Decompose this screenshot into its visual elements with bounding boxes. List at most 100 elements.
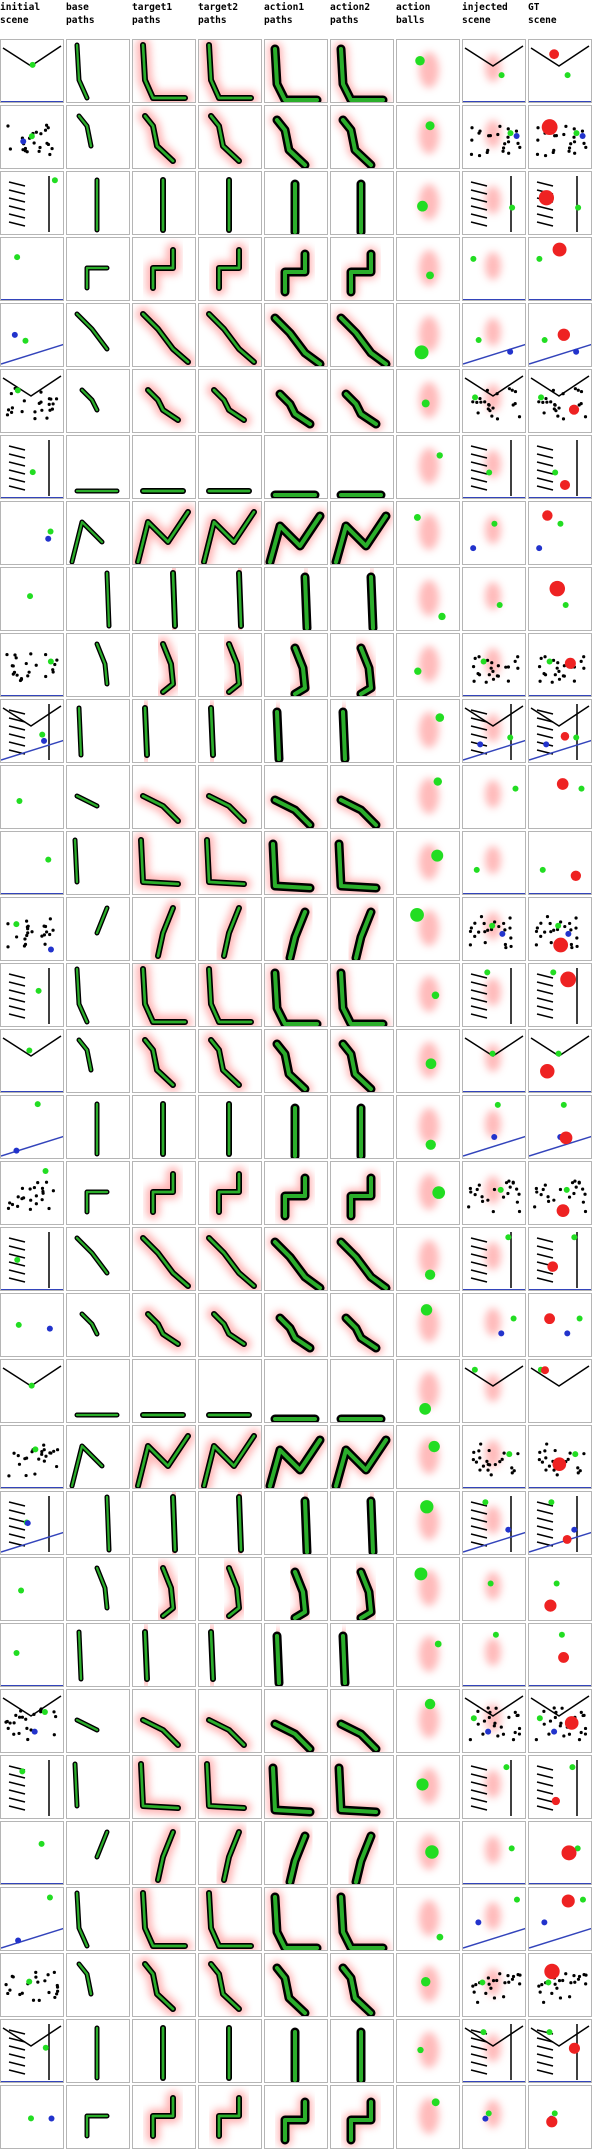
green-ball xyxy=(572,1451,579,1458)
ramp-line xyxy=(470,181,488,187)
obstacle-dot xyxy=(536,126,540,130)
obstacle-dot xyxy=(555,1986,559,1990)
obstacle-dot xyxy=(569,142,573,146)
heatmap-blob xyxy=(485,1704,501,1732)
ramp-line xyxy=(470,1013,488,1019)
obstacle-dot xyxy=(486,407,490,411)
action-ball xyxy=(414,1567,428,1581)
ramp-line xyxy=(536,469,554,475)
green-path xyxy=(77,1962,93,1996)
action-ball xyxy=(436,452,443,459)
ramp-line xyxy=(470,1509,488,1515)
initial-scene-cell xyxy=(0,2085,64,2149)
obstacle-dot xyxy=(545,400,549,404)
obstacle-dot xyxy=(39,390,43,394)
obstacle-dot xyxy=(472,679,476,683)
obstacle-dot xyxy=(27,670,31,674)
obstacle-dot xyxy=(511,1181,515,1185)
obstacle-dot xyxy=(492,1187,497,1192)
obstacle-dot xyxy=(550,1991,554,1995)
obstacle-dot xyxy=(545,915,550,919)
injected-scene-cell xyxy=(462,1953,526,2017)
green-ball xyxy=(560,1101,567,1108)
target1-paths-cell xyxy=(132,1557,196,1621)
green-ball xyxy=(546,658,553,665)
green-path xyxy=(75,1891,89,1948)
ramp-line xyxy=(536,1517,554,1523)
heatmap-blob xyxy=(419,580,439,616)
obstacle-dot xyxy=(544,1456,548,1460)
blue-ball xyxy=(513,133,520,140)
target1-paths-cell xyxy=(132,501,196,565)
obstacle-dot xyxy=(543,153,548,158)
obstacle-dot xyxy=(6,124,10,128)
obstacle-dot xyxy=(537,1984,541,1988)
green-path xyxy=(205,838,246,886)
initial-scene-cell xyxy=(0,1425,64,1489)
green-path xyxy=(212,388,246,422)
initial-scene-cell xyxy=(0,2019,64,2083)
green-path xyxy=(205,1762,246,1810)
red-ball xyxy=(540,1366,550,1375)
red-ball xyxy=(562,1534,572,1544)
target1-paths-cell xyxy=(132,1293,196,1357)
green-path xyxy=(272,1894,320,1950)
slope-line xyxy=(1,739,63,761)
target2-paths-cell xyxy=(198,1293,262,1357)
initial-scene-cell xyxy=(0,1821,64,1885)
obstacle-dot xyxy=(576,1466,580,1470)
obstacle-dot xyxy=(490,661,494,665)
ramp-line xyxy=(536,2037,554,2043)
ramp-line xyxy=(536,1781,554,1787)
blue-ball xyxy=(507,348,514,355)
green-ball xyxy=(558,1631,565,1638)
obstacle-dot xyxy=(42,1448,46,1452)
obstacle-dot xyxy=(474,1460,479,1464)
heatmap-blob xyxy=(485,516,501,544)
action-balls-cell xyxy=(396,369,460,433)
green-path xyxy=(207,967,253,1024)
red-ball xyxy=(542,510,553,521)
ramp-line xyxy=(470,1237,488,1243)
injected-scene-cell xyxy=(462,1359,526,1423)
obstacle-dot xyxy=(509,936,513,940)
action2-paths-cell xyxy=(330,105,394,169)
obstacle-dot xyxy=(44,674,48,679)
ramp-line xyxy=(8,1253,26,1259)
target2-paths-cell xyxy=(198,303,262,367)
obstacle-dot xyxy=(492,1724,496,1728)
base-paths-cell xyxy=(66,633,130,697)
obstacle-dot xyxy=(550,680,554,684)
obstacle-dot xyxy=(498,124,502,128)
ramp-line xyxy=(470,485,488,491)
red-ball xyxy=(568,2042,580,2054)
ramp-line xyxy=(8,1805,26,1811)
ramp-line xyxy=(470,1533,488,1539)
red-ball xyxy=(552,242,567,257)
red-ball xyxy=(551,1796,561,1806)
obstacle-dot xyxy=(567,149,571,153)
target1-paths-cell xyxy=(132,1161,196,1225)
obstacle-dot xyxy=(579,402,583,406)
slope-line xyxy=(529,739,591,761)
green-ball xyxy=(573,734,580,741)
target2-paths-cell xyxy=(198,2019,262,2083)
obstacle-dot xyxy=(559,1721,563,1725)
injected-scene-cell xyxy=(462,39,526,103)
action-balls-cell xyxy=(396,2019,460,2083)
obstacle-dot xyxy=(494,1706,498,1710)
action1-paths-cell xyxy=(264,1557,328,1621)
action-ball xyxy=(433,777,442,786)
base-paths-cell xyxy=(66,1227,130,1291)
action-ball xyxy=(431,849,444,862)
ramp-line xyxy=(470,717,488,723)
obstacle-dot xyxy=(579,1730,583,1735)
action1-paths-cell xyxy=(264,1227,328,1291)
green-ball xyxy=(28,1382,35,1389)
obstacle-dot xyxy=(504,945,508,950)
obstacle-dot xyxy=(484,680,488,684)
ramp-line xyxy=(8,1509,26,1515)
action2-paths-cell xyxy=(330,369,394,433)
green-ball xyxy=(576,1315,583,1322)
obstacle-dot xyxy=(557,677,562,681)
